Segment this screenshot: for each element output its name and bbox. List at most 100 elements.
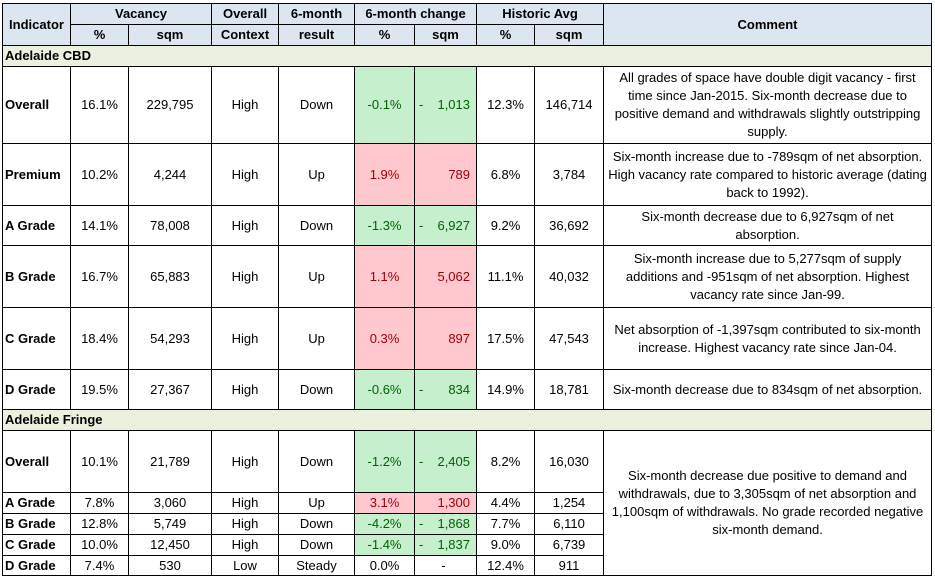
change-sign: - bbox=[419, 381, 424, 397]
row-indicator: B Grade bbox=[2, 245, 71, 308]
vacancy-sqm: 530 bbox=[127, 555, 213, 576]
six-month-change-header: 6-month change bbox=[354, 3, 478, 25]
change-sqm: 897 bbox=[414, 307, 478, 370]
overall-context: High bbox=[211, 245, 280, 308]
historic-sqm: 146,714 bbox=[534, 66, 605, 144]
change-pct: 3.1% bbox=[354, 492, 416, 514]
six-month-result-header: 6-month bbox=[278, 3, 356, 25]
historic-pct: 9.0% bbox=[476, 534, 536, 556]
table-row: D Grade 19.5% 27,367 High Down -0.6% - 834 14.9%… bbox=[2, 369, 933, 410]
change-sqm-header: sqm bbox=[414, 24, 478, 46]
vacancy-pct: 10.2% bbox=[70, 143, 129, 206]
historic-sqm-header: sqm bbox=[534, 24, 605, 46]
change-sqm: 789 bbox=[414, 143, 478, 206]
historic-sqm: 3,784 bbox=[534, 143, 605, 206]
vacancy-pct: 10.0% bbox=[70, 534, 129, 556]
change-pct: 0.3% bbox=[354, 307, 416, 370]
overall-context: High bbox=[211, 492, 280, 514]
historic-pct: 4.4% bbox=[476, 492, 536, 514]
change-pct: -1.2% bbox=[354, 430, 416, 493]
six-month-result: Steady bbox=[278, 555, 356, 576]
six-month-result: Down bbox=[278, 534, 356, 556]
vacancy-pct-header: % bbox=[70, 24, 129, 46]
historic-pct-header: % bbox=[476, 24, 536, 46]
change-sign: - bbox=[419, 453, 424, 469]
table-row: D Grade 7.4% 530 Low Steady 0.0% - 12.4% 911 bbox=[2, 555, 932, 576]
overall-context-header: Overall bbox=[211, 3, 280, 25]
vacancy-pct: 14.1% bbox=[70, 205, 129, 246]
section-header-row: Adelaide CBD bbox=[1, 45, 933, 67]
section-title: Adelaide CBD bbox=[1, 45, 933, 67]
row-comment: All grades of space have double digit va… bbox=[603, 66, 933, 144]
change-sqm-value: 1,013 bbox=[437, 97, 471, 112]
six-month-result: Down bbox=[278, 205, 356, 246]
overall-context: Low bbox=[211, 555, 280, 576]
vacancy-pct: 7.4% bbox=[70, 555, 129, 576]
six-month-result: Down bbox=[278, 369, 356, 410]
change-sqm: -2,405 bbox=[414, 430, 478, 493]
overall-context: High bbox=[211, 430, 280, 493]
change-pct-header: % bbox=[354, 24, 416, 46]
historic-sqm: 911 bbox=[534, 555, 605, 576]
row-indicator: Premium bbox=[2, 143, 71, 206]
header-row-1: Indicator Vacancy Overall 6-month 6-mont… bbox=[2, 3, 933, 46]
overall-context: High bbox=[211, 369, 280, 410]
change-pct: 0.0% bbox=[354, 555, 416, 576]
vacancy-pct: 19.5% bbox=[70, 369, 129, 410]
row-comment: Net absorption of -1,397sqm contributed … bbox=[603, 307, 933, 370]
overall-context: High bbox=[211, 534, 280, 556]
historic-sqm: 47,543 bbox=[534, 307, 605, 370]
change-sqm-value: 1,837 bbox=[437, 537, 471, 552]
comment-header: Comment bbox=[603, 3, 933, 46]
vacancy-sqm: 21,789 bbox=[127, 430, 213, 493]
change-sqm: -1,013 bbox=[414, 66, 478, 144]
six-month-result: Up bbox=[278, 307, 356, 370]
change-sqm: - bbox=[414, 555, 478, 576]
historic-sqm: 6,110 bbox=[534, 513, 605, 535]
historic-pct: 17.5% bbox=[476, 307, 536, 370]
vacancy-sqm: 54,293 bbox=[127, 307, 213, 370]
six-month-result: Up bbox=[278, 143, 356, 206]
vacancy-sqm: 3,060 bbox=[127, 492, 213, 514]
change-pct: -0.6% bbox=[354, 369, 416, 410]
row-indicator: Overall bbox=[2, 430, 71, 493]
table-row: B Grade 12.8% 5,749 High Down -4.2% -1,868 7.7%… bbox=[2, 513, 932, 535]
table-row: Overall 10.1% 21,789 High Down -1.2% -2,405 8.2… bbox=[2, 430, 933, 576]
change-sqm-value: - bbox=[441, 557, 446, 573]
change-sign: - bbox=[419, 537, 424, 552]
vacancy-header: Vacancy bbox=[69, 3, 213, 25]
historic-pct: 11.1% bbox=[476, 245, 536, 308]
change-sqm-value: 6,927 bbox=[437, 217, 471, 233]
row-indicator: D Grade bbox=[2, 555, 71, 576]
historic-sqm: 6,739 bbox=[534, 534, 605, 556]
historic-sqm: 1,254 bbox=[534, 492, 605, 514]
row-indicator: Overall bbox=[2, 66, 71, 144]
change-sqm-value: 2,405 bbox=[437, 453, 471, 469]
change-sqm: - 834 bbox=[414, 369, 478, 410]
row-comment: Six-month decrease due to 834sqm of net … bbox=[603, 369, 933, 410]
historic-sqm: 16,030 bbox=[534, 430, 605, 493]
historic-pct: 12.4% bbox=[476, 555, 536, 576]
vacancy-pct: 10.1% bbox=[70, 430, 129, 493]
vacancy-pct: 16.7% bbox=[70, 245, 129, 308]
historic-pct: 14.9% bbox=[476, 369, 536, 410]
overall-context: High bbox=[211, 143, 280, 206]
change-sign: - bbox=[419, 217, 424, 233]
overall-context: High bbox=[211, 307, 280, 370]
historic-sqm: 36,692 bbox=[534, 205, 605, 246]
section-title: Adelaide Fringe bbox=[1, 409, 933, 431]
change-pct: 1.1% bbox=[354, 245, 416, 308]
row-indicator: B Grade bbox=[2, 513, 71, 535]
change-sqm-value: 897 bbox=[448, 330, 471, 346]
six-month-result: Down bbox=[278, 430, 356, 493]
section-header-row: Adelaide Fringe bbox=[1, 409, 933, 431]
table-row: A Grade 14.1% 78,008 High Down -1.3% -6,927 9.2… bbox=[2, 205, 933, 246]
row-indicator: C Grade bbox=[2, 534, 71, 556]
vacancy-pct: 18.4% bbox=[70, 307, 129, 370]
change-sqm: -6,927 bbox=[414, 205, 478, 246]
indicator-header: Indicator bbox=[2, 3, 71, 46]
historic-pct: 6.8% bbox=[476, 143, 536, 206]
header-row-2: % sqm Context result % sqm % sqm bbox=[3, 24, 932, 46]
row-indicator: C Grade bbox=[2, 307, 71, 370]
overall-context-header-2: Context bbox=[211, 24, 280, 46]
